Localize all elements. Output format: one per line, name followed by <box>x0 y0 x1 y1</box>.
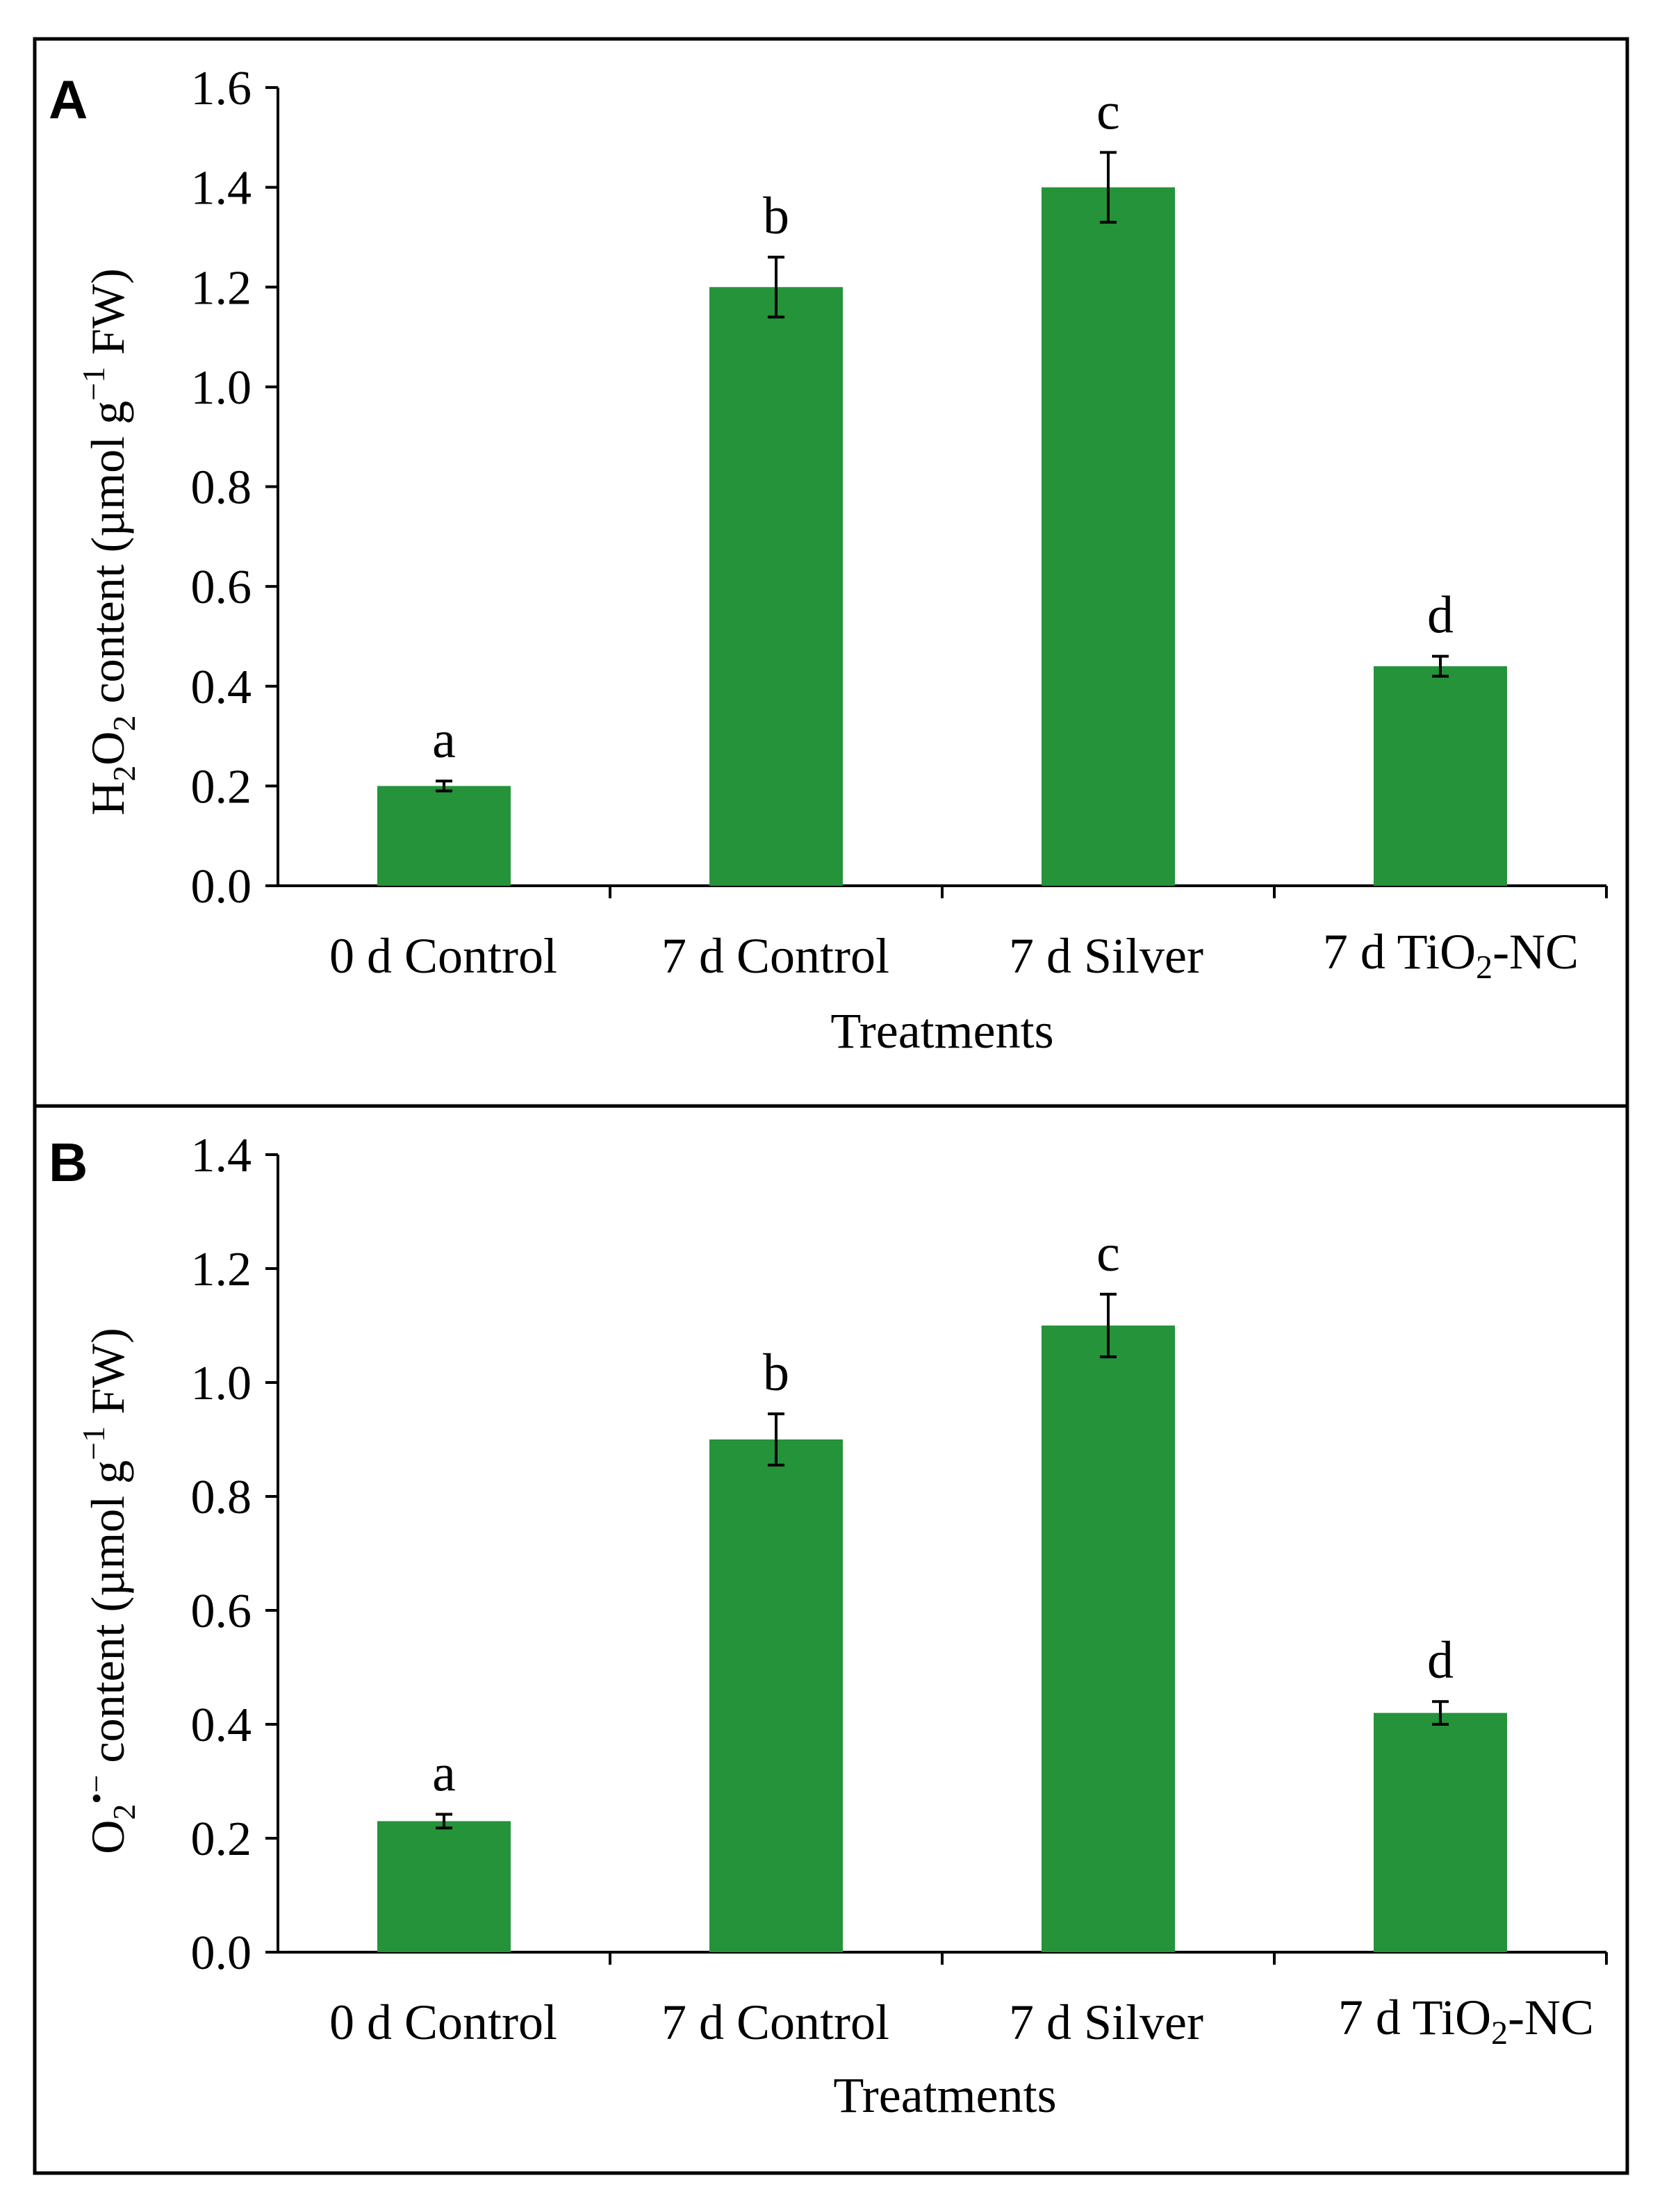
panel-b-bar-2 <box>1042 1326 1175 1952</box>
panel-b-bars <box>377 1326 1507 1952</box>
panel-b-x-tick-label-1: 7 d Control <box>661 1995 889 2050</box>
panel-b-significance-letter-3: d <box>1427 1631 1454 1690</box>
panel-a-bar-0 <box>377 786 511 886</box>
panel-a-error-bar-2 <box>1100 151 1117 224</box>
panel-a-y-tick-label-0: 0.0 <box>191 860 252 914</box>
panel-b-x-tick-label-0: 0 d Control <box>329 1995 557 2050</box>
panel-b-significance-letter-0: a <box>432 1744 456 1803</box>
panel-b-error-bar-0 <box>436 1813 452 1830</box>
panel-a: A H2O2 content (µmol g−1 FW) 0.00.20.40.… <box>33 37 1629 1108</box>
panel-b-letter: B <box>49 1132 88 1193</box>
panel-a-error-bars <box>436 151 1449 793</box>
panel-b-y-tick-label-5: 1.0 <box>191 1357 252 1410</box>
panel-b-y-tick-label-1: 0.2 <box>191 1813 252 1866</box>
panel-b-significance-letter-1: b <box>763 1344 789 1402</box>
panel-a-error-bar-1 <box>768 256 784 319</box>
panel-a-x-tick-label-3: 7 d TiO2-NC <box>1323 924 1579 986</box>
panel-b-y-tick-label-7: 1.4 <box>191 1129 252 1182</box>
panel-b-y-tick-label-6: 1.2 <box>191 1243 252 1296</box>
panel-b-bar-3 <box>1374 1712 1507 1952</box>
panel-a-bars <box>377 187 1507 886</box>
panel-a-significance-letter-2: c <box>1096 82 1120 140</box>
panel-a-y-tick-label-6: 1.2 <box>191 261 252 315</box>
panel-a-y-ticks: 0.0 0.2 0.4 0.6 0.8 1.0 1.2 1.4 1.6 <box>191 62 278 914</box>
panel-a-bar-3 <box>1374 666 1507 886</box>
panel-a-significance-letters: a b c d <box>432 82 1454 769</box>
panel-b-y-ticks: 0.0 0.2 0.4 0.6 0.8 1.0 1.2 1.4 <box>191 1129 278 1980</box>
panel-a-error-bar-0 <box>436 779 452 793</box>
panel-a-y-tick-label-5: 1.0 <box>191 361 252 415</box>
panel-b-x-ticks <box>609 1952 1608 1965</box>
panel-b-error-bar-2 <box>1100 1292 1117 1359</box>
panel-b-y-tick-label-4: 0.8 <box>191 1471 252 1524</box>
panel-a-x-axis-label: Treatments <box>830 1003 1053 1059</box>
panel-a-y-tick-label-2: 0.4 <box>191 661 252 714</box>
panel-a-x-ticks <box>609 886 1608 898</box>
panel-b-significance-letters: a b c d <box>432 1224 1454 1803</box>
panel-a-bar-1 <box>709 287 843 886</box>
panel-b-y-axis-label: O2•− content (µmol g−1 FW) <box>76 1328 142 1854</box>
panel-a-y-axis-label: H2O2 content (µmol g−1 FW) <box>76 268 142 816</box>
panel-a-y-tick-label-3: 0.6 <box>191 561 252 614</box>
panel-a-y-tick-label-4: 0.8 <box>191 461 252 515</box>
panel-a-x-tick-label-0: 0 d Control <box>329 928 557 984</box>
panel-a-letter: A <box>49 69 88 130</box>
panel-a-significance-letter-1: b <box>763 187 789 245</box>
panel-b-x-axis-label: Treatments <box>833 2067 1056 2123</box>
panel-a-significance-letter-3: d <box>1427 586 1454 645</box>
panel-b-bar-0 <box>377 1821 511 1952</box>
panel-a-y-tick-label-8: 1.6 <box>191 62 252 115</box>
panel-b-error-bars <box>436 1292 1449 1830</box>
panel-b-y-tick-label-2: 0.4 <box>191 1699 252 1752</box>
panel-b-bar-1 <box>709 1439 843 1952</box>
panel-b: B O2•− content (µmol g−1 FW) 0.00.20.40.… <box>33 1104 1629 2175</box>
panel-b-significance-letter-2: c <box>1096 1224 1120 1282</box>
panel-a-x-tick-label-1: 7 d Control <box>661 928 889 984</box>
panel-a-x-tick-label-2: 7 d Silver <box>1009 928 1203 984</box>
panel-b-y-tick-label-0: 0.0 <box>191 1926 252 1980</box>
panel-a-significance-letter-0: a <box>432 711 456 769</box>
panel-a-bar-2 <box>1042 187 1175 886</box>
panel-b-x-tick-label-3: 7 d TiO2-NC <box>1338 1990 1594 2052</box>
panel-a-y-tick-label-1: 0.2 <box>191 760 252 814</box>
panel-a-error-bar-3 <box>1432 654 1449 678</box>
panel-b-x-tick-label-2: 7 d Silver <box>1009 1995 1203 2050</box>
panel-a-y-tick-label-7: 1.4 <box>191 162 252 215</box>
panel-b-error-bar-3 <box>1432 1700 1449 1726</box>
panel-b-y-tick-label-3: 0.6 <box>191 1585 252 1638</box>
panel-b-error-bar-1 <box>768 1412 784 1467</box>
